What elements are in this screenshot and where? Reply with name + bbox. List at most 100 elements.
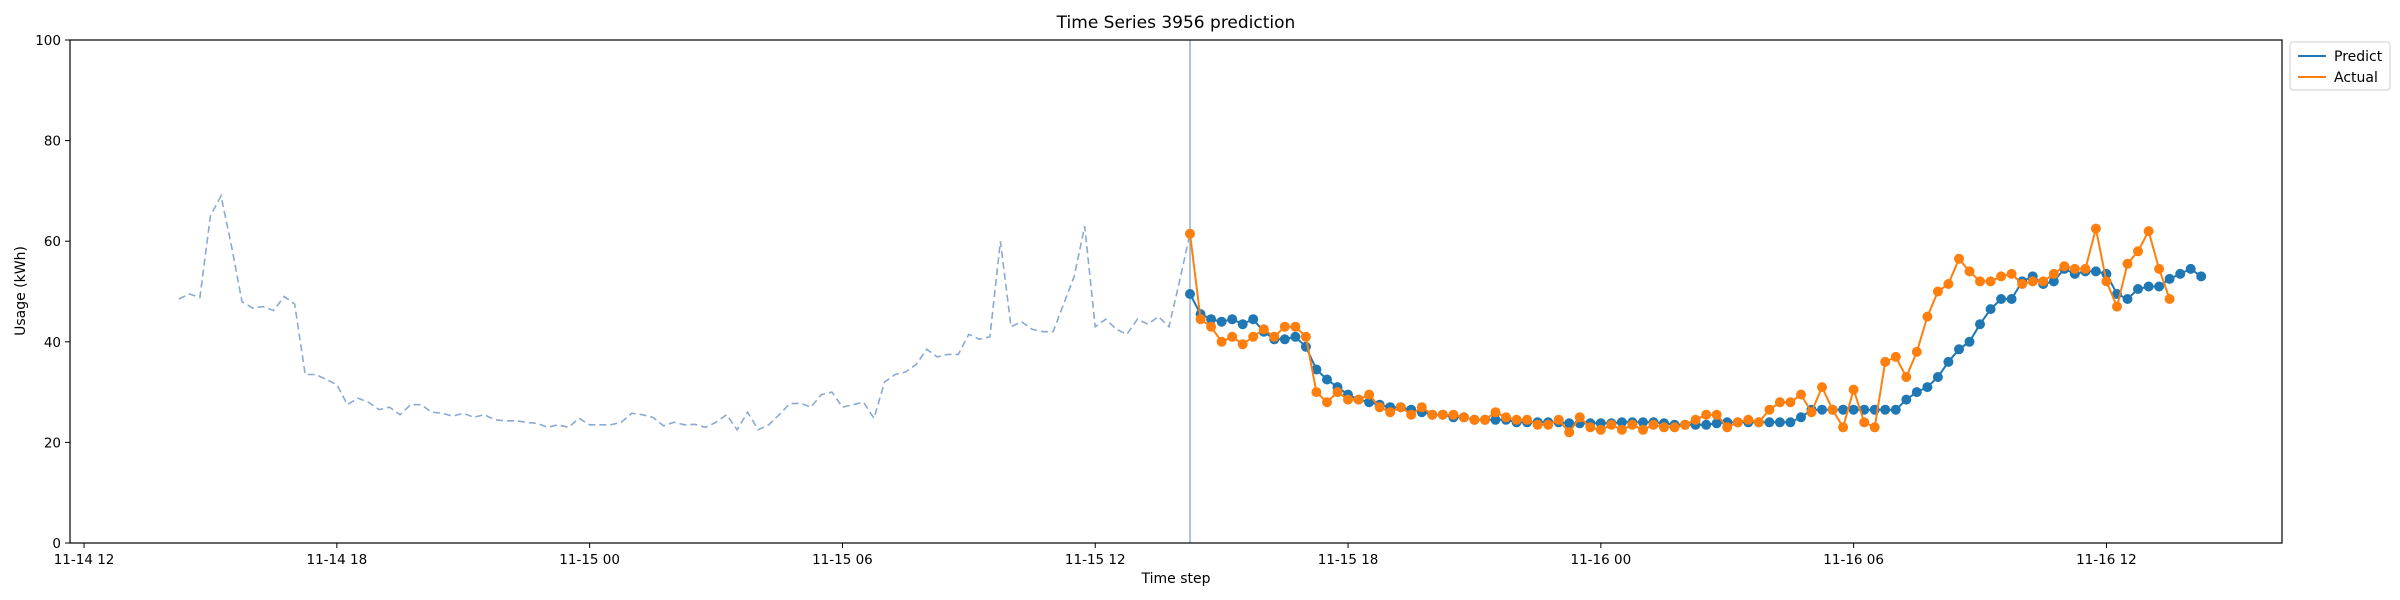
actual-point	[1290, 321, 1301, 332]
predict-point	[1279, 334, 1290, 345]
predict-point	[1901, 394, 1912, 405]
actual-point	[2133, 246, 2143, 257]
predict-point	[1237, 319, 1248, 330]
y-tick-label: 80	[44, 134, 61, 150]
actual-point	[1669, 422, 1680, 433]
x-tick-label: 11-15 00	[559, 552, 620, 568]
actual-point	[1764, 404, 1775, 415]
y-tick-label: 100	[35, 33, 61, 49]
predict-point	[1911, 387, 1922, 398]
predict-point	[1985, 304, 1996, 315]
actual-point	[2101, 276, 2112, 287]
actual-point	[1532, 419, 1543, 430]
predict-point	[1848, 404, 1859, 415]
predict-point	[2090, 266, 2101, 277]
actual-point	[1501, 412, 1511, 423]
y-tick-label: 0	[52, 536, 61, 552]
actual-point	[2154, 263, 2165, 274]
predict-point	[1796, 412, 1806, 423]
y-axis-title: Usage (kWh)	[13, 246, 29, 336]
actual-point	[1880, 356, 1891, 367]
predict-point	[1290, 331, 1301, 342]
predict-point	[1206, 314, 1217, 325]
predict-point	[1932, 372, 1943, 382]
actual-point	[1975, 276, 1985, 287]
actual-point	[1743, 414, 1754, 425]
actual-point	[2006, 268, 2017, 279]
actual-point	[1437, 409, 1448, 420]
actual-point	[1279, 321, 1290, 332]
predict-point	[1817, 404, 1827, 415]
actual-point	[2090, 223, 2101, 234]
predict-point	[2122, 294, 2133, 304]
actual-point	[1890, 351, 1901, 362]
actual-point	[1258, 324, 1269, 335]
actual-point	[1922, 311, 1933, 322]
actual-point	[1458, 412, 1469, 423]
actual-point	[1469, 414, 1480, 425]
actual-point	[1722, 422, 1733, 433]
actual-point	[1353, 394, 1364, 405]
actual-point	[1711, 409, 1722, 420]
x-tick-label: 11-14 18	[306, 552, 367, 568]
predict-point	[2133, 284, 2143, 294]
actual-point	[1585, 422, 1596, 433]
x-tick-label: 11-16 06	[1823, 552, 1884, 568]
x-tick-label: 11-14 12	[54, 552, 115, 568]
predict-point	[2006, 294, 2017, 304]
actual-point	[1964, 266, 1975, 277]
chart-title: Time Series 3956 prediction	[1056, 13, 1296, 33]
predict-point	[1216, 316, 1227, 327]
actual-point	[1943, 279, 1954, 289]
actual-point	[1690, 414, 1701, 425]
actual-point	[1796, 389, 1806, 400]
actual-point	[1901, 372, 1912, 382]
actual-point	[1869, 422, 1880, 433]
x-tick-label: 11-16 12	[2076, 552, 2137, 568]
x-tick-label: 11-15 12	[1065, 552, 1126, 568]
plot-area	[178, 40, 2207, 543]
actual-point	[1395, 402, 1406, 413]
actual-point	[2059, 261, 2070, 272]
actual-point	[1627, 419, 1638, 430]
predict-point	[1616, 417, 1627, 428]
actual-point	[1911, 346, 1922, 357]
actual-point	[1732, 417, 1743, 428]
actual-point	[2112, 301, 2122, 312]
actual-point	[1427, 409, 1438, 420]
predict-point	[1227, 314, 1238, 325]
actual-point	[1206, 321, 1217, 332]
actual-point	[1996, 271, 2007, 282]
actual-point	[1195, 314, 1206, 325]
predict-point	[1564, 418, 1575, 429]
actual-point	[2038, 276, 2049, 287]
actual-point	[1848, 384, 1859, 395]
predict-point	[1322, 374, 1332, 385]
predict-point	[1711, 418, 1722, 429]
actual-point	[2027, 276, 2038, 287]
x-axis: 11-14 12 11-14 18 11-15 00 11-15 06 11-15 12…	[54, 543, 2137, 568]
y-tick-label: 20	[44, 435, 61, 451]
actual-point	[1785, 397, 1796, 408]
actual-point	[2080, 263, 2091, 274]
x-axis-title: Time step	[1141, 571, 1211, 587]
predict-point	[2196, 271, 2207, 282]
predict-point	[1975, 319, 1985, 330]
x-tick-label: 11-16 00	[1570, 552, 1631, 568]
predict-point	[1943, 356, 1954, 367]
actual-point	[1954, 253, 1964, 264]
predict-point	[1785, 417, 1796, 428]
predict-point	[1638, 417, 1648, 428]
actual-point	[2048, 268, 2059, 279]
actual-point	[1564, 427, 1575, 438]
actual-point	[1269, 331, 1280, 342]
predict-point	[1774, 417, 1785, 428]
actual-point	[1216, 336, 1227, 347]
predict-point	[1311, 364, 1322, 375]
predict-point	[2164, 273, 2175, 284]
actual-point	[1553, 414, 1564, 425]
actual-point	[1185, 228, 1195, 239]
actual-point	[1859, 417, 1870, 428]
predict-point	[1954, 344, 1964, 355]
x-tick-label: 11-15 18	[1318, 552, 1379, 568]
